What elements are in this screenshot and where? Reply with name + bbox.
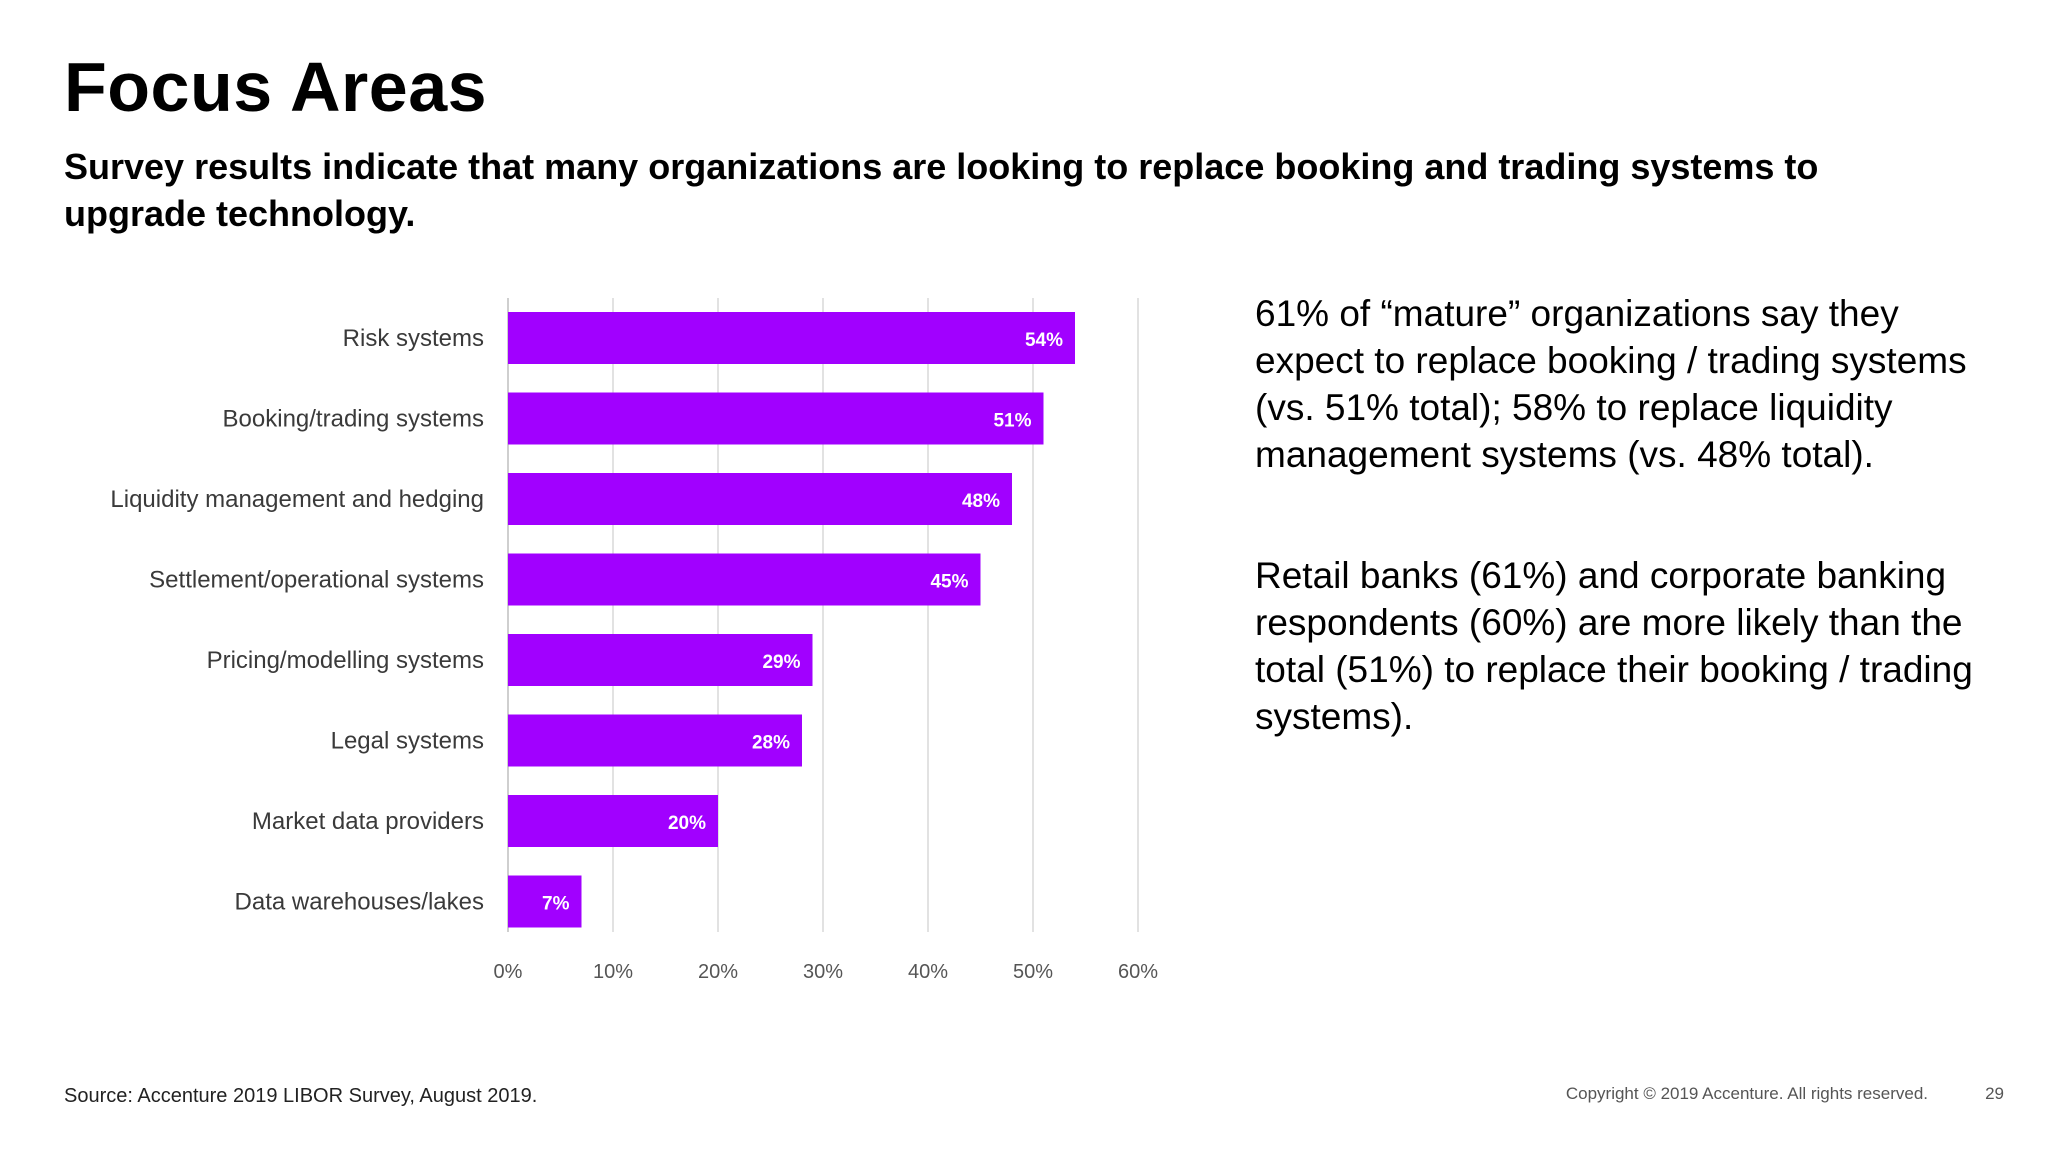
page-number: 29 xyxy=(1985,1084,2004,1103)
x-tick-label: 0% xyxy=(494,961,523,983)
slide-subtitle: Survey results indicate that many organi… xyxy=(64,146,1819,234)
category-label: Risk systems xyxy=(343,325,484,352)
bar xyxy=(508,795,718,847)
x-tick-label: 20% xyxy=(698,961,738,983)
data-label: 20% xyxy=(668,813,706,834)
x-tick-label: 10% xyxy=(593,961,633,983)
category-label: Market data providers xyxy=(252,808,484,835)
bar xyxy=(508,312,1075,364)
data-label: 54% xyxy=(1025,330,1063,351)
category-label: Settlement/operational systems xyxy=(149,567,484,594)
focus-areas-bar-chart: 0% 10% 20% 30% 40% 50% 60% Risk systems 54% Booki… xyxy=(110,298,1158,983)
category-label: Liquidity management and hedging xyxy=(110,486,484,513)
bar xyxy=(508,634,813,686)
category-label: Booking/trading systems xyxy=(223,406,484,433)
category-label: Data warehouses/lakes xyxy=(235,889,484,916)
source-citation: Source: Accenture 2019 LIBOR Survey, Aug… xyxy=(64,1085,538,1107)
data-label: 51% xyxy=(993,411,1031,432)
slide-title: Focus Areas xyxy=(64,48,488,126)
bar xyxy=(508,553,981,606)
x-tick-label: 30% xyxy=(803,961,843,983)
insight-note-mature-orgs: 61% of “mature” organizations say they e… xyxy=(1255,293,1967,475)
x-tick-label: 50% xyxy=(1013,961,1053,983)
bar xyxy=(508,392,1044,445)
data-label: 28% xyxy=(752,733,790,754)
category-label: Pricing/modelling systems xyxy=(207,647,484,674)
x-tick-label: 60% xyxy=(1118,961,1158,983)
category-label: Legal systems xyxy=(331,728,484,755)
bar xyxy=(508,473,1012,525)
data-label: 45% xyxy=(930,572,968,593)
data-label: 7% xyxy=(542,894,570,915)
copyright-notice: Copyright © 2019 Accenture. All rights r… xyxy=(1565,1084,1928,1103)
data-label: 48% xyxy=(962,491,1000,512)
x-tick-label: 40% xyxy=(908,961,948,983)
bar xyxy=(508,875,582,928)
bar xyxy=(508,714,802,767)
insight-note-retail-corporate: Retail banks (61%) and corporate banking… xyxy=(1255,555,1973,737)
data-label: 29% xyxy=(762,652,800,673)
